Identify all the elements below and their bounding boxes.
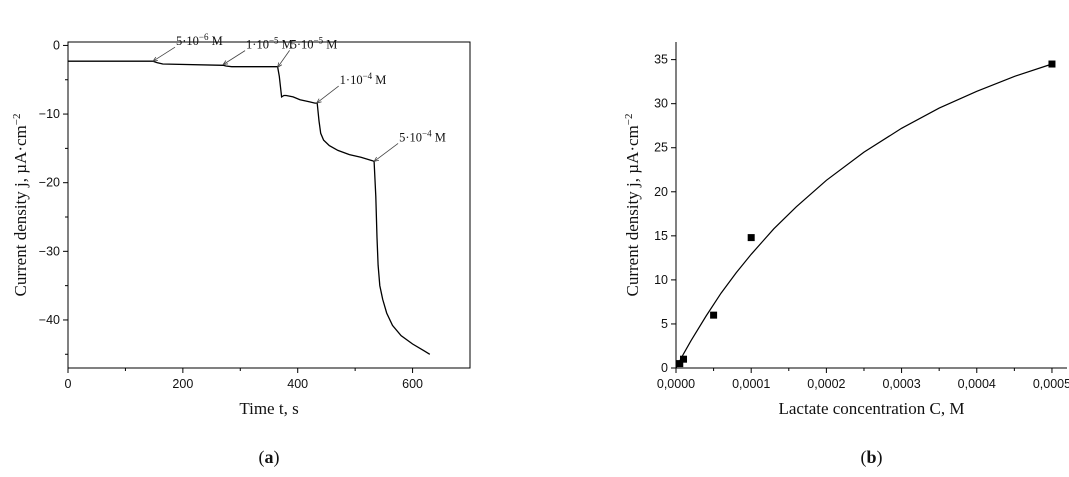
data-point — [676, 360, 684, 368]
annotation-label: 5·10−4 M — [399, 128, 446, 144]
y-tick-label: 0 — [53, 38, 60, 52]
x-tick-label: 0 — [65, 377, 72, 391]
y-tick-label: 0 — [661, 361, 668, 375]
annotation-label: 5·10−6 M — [176, 32, 223, 48]
y-tick-label: 25 — [654, 141, 668, 155]
x-tick-label: 0,0001 — [732, 377, 770, 391]
series-line — [68, 60, 431, 355]
annotation-arrowhead — [316, 98, 322, 104]
annotation-arrow — [222, 50, 246, 65]
annotation-arrow — [316, 85, 339, 104]
x-tick-label: 600 — [402, 377, 423, 391]
plot-frame — [67, 41, 471, 369]
annotation-arrow — [152, 46, 176, 62]
y-tick-label: −20 — [39, 176, 60, 190]
data-point — [710, 311, 718, 319]
data-point — [747, 234, 755, 242]
x-tick-label: 0,0003 — [882, 377, 920, 391]
y-tick-label: −30 — [39, 244, 60, 258]
y-tick-label: 15 — [654, 229, 668, 243]
x-tick-label: 0,0002 — [807, 377, 845, 391]
x-axis-label: Time t, s — [239, 399, 298, 418]
x-tick-label: 0,0000 — [657, 377, 695, 391]
annotation-arrowhead — [277, 62, 283, 68]
annotation-label: 1·10−4 M — [340, 71, 387, 87]
panel-b-chart: 0,0000 0,0001 0,0002 0,0003 0,0004 0,0005 0 5 10… — [623, 42, 1069, 468]
x-tick-label: 200 — [172, 377, 193, 391]
y-axis-label: Current density j, µA·cm−2 — [11, 114, 30, 297]
y-tick-label: 20 — [654, 185, 668, 199]
panel-label-b: (b) — [860, 447, 882, 468]
annotation-arrow — [277, 50, 290, 68]
annotation-label: 5·10−5 M — [291, 35, 338, 51]
y-tick-label: 10 — [654, 273, 668, 287]
annotation-arrow — [373, 143, 399, 162]
y-tick-label: −40 — [39, 313, 60, 327]
data-point — [680, 355, 688, 363]
y-tick-label: 5 — [661, 317, 668, 331]
x-tick-label: 0,0005 — [1033, 377, 1069, 391]
annotation-label: 1·10−5 M — [246, 36, 293, 52]
x-axis-label: Lactate concentration C, M — [779, 399, 965, 418]
x-tick-label: 400 — [287, 377, 308, 391]
annotation-arrowhead — [373, 156, 380, 162]
data-point — [1048, 60, 1056, 68]
annotation-arrowhead — [152, 56, 158, 62]
x-tick-label: 0,0004 — [958, 377, 996, 391]
fit-curve — [675, 63, 1053, 369]
annotation-arrowhead — [222, 60, 229, 66]
y-axis-label: Current density j, µA·cm−2 — [623, 114, 642, 297]
y-tick-label: 35 — [654, 53, 668, 67]
y-tick-label: −10 — [39, 107, 60, 121]
y-tick-label: 30 — [654, 97, 668, 111]
panel-label-a: (a) — [259, 447, 280, 468]
